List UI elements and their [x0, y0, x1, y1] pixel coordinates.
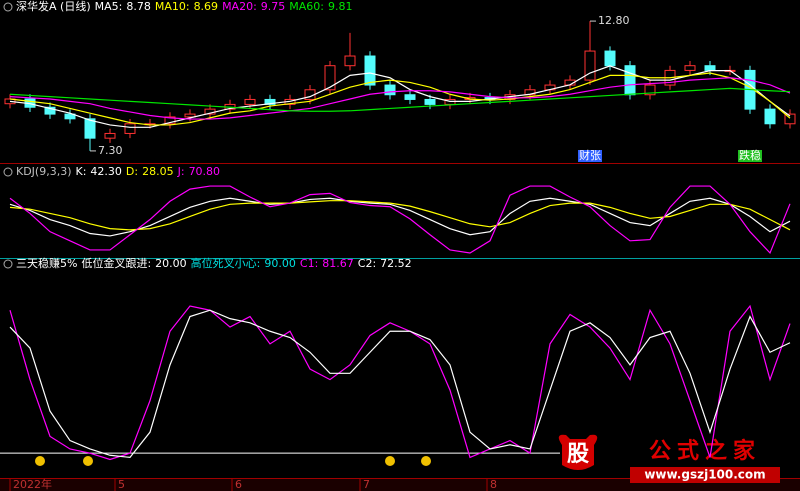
watermark-name: 公式之家: [649, 438, 761, 464]
x-tick-label: 6: [235, 478, 242, 491]
marker-box: [738, 150, 762, 162]
candle-body: [684, 65, 696, 71]
marker-label: 跌稳: [739, 148, 761, 162]
legend-text: MA10:: [155, 0, 190, 13]
legend-text: J:: [177, 165, 185, 178]
candle-body: [364, 55, 376, 86]
candle-body: [784, 113, 796, 125]
watermark-url: www.gszj100.com: [644, 468, 765, 482]
series-line: [9, 87, 791, 112]
candle-body: [704, 65, 716, 71]
candle-body: [624, 65, 636, 96]
annotation-label: 7.30: [98, 144, 123, 157]
candle-body: [184, 113, 196, 118]
series-line: [9, 309, 791, 459]
candle-body: [244, 98, 256, 105]
candle-body: [104, 132, 116, 139]
legend-text: MA60:: [289, 0, 324, 13]
legend-text: 20.00: [155, 257, 187, 270]
candle-body: [44, 106, 56, 115]
legend-text: KDJ(9,3,3): [16, 165, 72, 178]
logo-text: 股: [567, 442, 589, 467]
x-tick-label: 5: [118, 478, 125, 491]
x-axis-band: [0, 478, 800, 491]
marker-box: [578, 150, 602, 162]
candle-body: [344, 55, 356, 67]
legend-text: 高位死叉小心:: [191, 256, 261, 270]
legend-text: 8.69: [194, 0, 219, 13]
legend-text: 9.81: [328, 0, 353, 13]
panel-icon: [3, 167, 13, 177]
legend-text: MA20:: [222, 0, 257, 13]
candle-body: [584, 50, 596, 81]
legend-text: C2:: [358, 257, 376, 270]
legend-text: 9.75: [261, 0, 286, 13]
legend-text: 深华发A (日线): [16, 0, 91, 13]
candle-body: [64, 113, 76, 120]
candle-body: [644, 84, 656, 96]
legend-text: MA5:: [95, 0, 123, 13]
candle-body: [764, 108, 776, 125]
candle-body: [164, 116, 176, 125]
legend-text: 28.05: [142, 165, 174, 178]
legend-text: 低位金叉跟进:: [81, 256, 151, 270]
series-line: [9, 65, 791, 128]
panel-icon: [3, 2, 13, 12]
x-tick-label: 8: [490, 478, 497, 491]
series-line: [9, 200, 791, 231]
marker-label: 财张: [579, 148, 601, 162]
legend-text: 8.78: [126, 0, 151, 13]
candle-body: [124, 123, 136, 134]
legend-text: 70.80: [189, 165, 221, 178]
candle-body: [84, 118, 96, 139]
candle-body: [324, 65, 336, 91]
logo-shape: [558, 434, 598, 470]
candle-body: [604, 50, 616, 67]
candle-body: [424, 98, 436, 105]
legend-text: 81.67: [322, 257, 354, 270]
legend-text: 42.30: [90, 165, 122, 178]
series-line: [9, 304, 791, 461]
candle-body: [384, 84, 396, 96]
series-line: [9, 197, 791, 237]
candle-body: [404, 94, 416, 100]
series-line: [9, 77, 791, 120]
watermark-url-box: [630, 467, 780, 483]
legend-text: 90.00: [264, 257, 296, 270]
annotation-label: 12.80: [598, 14, 630, 27]
series-line: [9, 72, 791, 126]
series-line: [9, 185, 791, 255]
legend-text: K:: [76, 165, 87, 178]
legend-text: 72.52: [380, 257, 412, 270]
legend-text: C1:: [300, 257, 318, 270]
legend-text: D:: [126, 165, 138, 178]
panel-icon: [3, 259, 13, 269]
legend-text: 三天稳赚5%: [16, 256, 77, 270]
candle-body: [264, 98, 276, 105]
x-tick-label: 7: [363, 478, 370, 491]
x-tick-label: 2022年: [13, 477, 52, 491]
signal-icons: [35, 456, 431, 466]
